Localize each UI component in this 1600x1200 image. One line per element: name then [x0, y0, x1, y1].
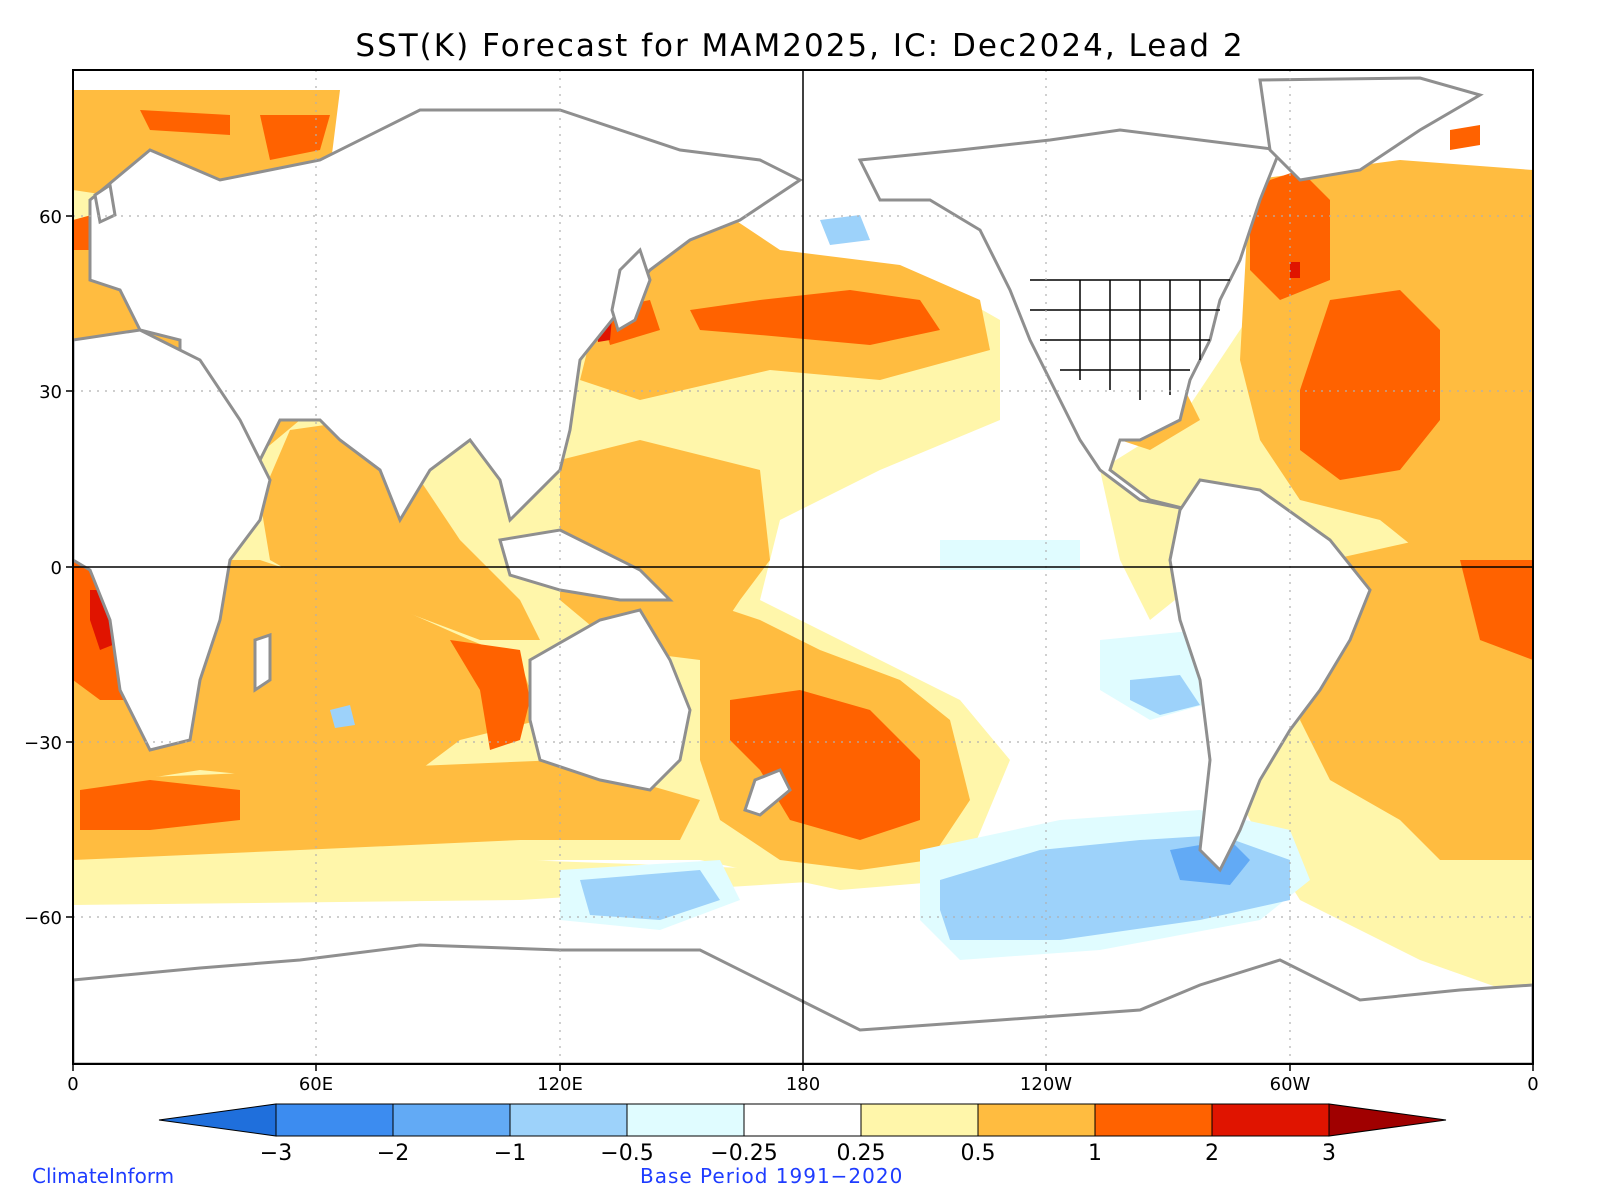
colorbar-label: 0.25 — [837, 1141, 886, 1166]
colorbar-label: −2 — [377, 1141, 409, 1166]
colorbar-label: 3 — [1322, 1141, 1336, 1166]
map-title: SST(K) Forecast for MAM2025, IC: Dec2024… — [355, 28, 1245, 64]
colorbar-swatch — [392, 1103, 511, 1137]
landmass-madagascar — [253, 632, 272, 693]
x-tick-label: 180 — [786, 1074, 820, 1095]
landmass-south-america — [1168, 478, 1372, 873]
colorbar-swatch — [977, 1103, 1096, 1137]
x-tick-label: 120E — [537, 1074, 583, 1095]
x-axis: 0 60E 120E 180 120W 60W 0 — [67, 1064, 1539, 1095]
y-tick-label: 60 — [39, 207, 62, 228]
colorbar-arrow-high — [1328, 1103, 1447, 1137]
colorbar-swatch — [275, 1103, 394, 1137]
colorbar-label: −0.5 — [600, 1141, 653, 1166]
colorbar-swatch — [1094, 1103, 1213, 1137]
credit-label: ClimateInform — [32, 1164, 175, 1188]
y-tick-label: 30 — [39, 382, 62, 403]
colorbar-swatch — [860, 1103, 979, 1137]
y-tick-label: −60 — [24, 908, 62, 929]
colorbar-label: 2 — [1205, 1141, 1219, 1166]
landmass-africa — [73, 328, 272, 752]
x-tick-label: 0 — [67, 1074, 78, 1095]
y-axis: 60 30 0 −30 −60 — [24, 207, 73, 929]
x-tick-label: 60W — [1270, 1074, 1311, 1095]
landmass-north-america — [857, 128, 1283, 512]
colorbar-label: −3 — [260, 1141, 292, 1166]
landmass-japan — [610, 247, 652, 333]
colorbar-label: −1 — [494, 1141, 526, 1166]
y-tick-label: −30 — [24, 733, 62, 754]
us-state-boundaries — [1030, 279, 1230, 400]
colorbar-swatch — [509, 1103, 628, 1137]
landmass-new-zealand — [743, 768, 792, 817]
colorbar: −3 −2 −1 −0.5 −0.25 0.25 0.5 1 2 3 — [158, 1103, 1447, 1166]
landmass-greenland — [1258, 76, 1484, 182]
colorbar-swatch — [1211, 1103, 1330, 1137]
colorbar-arrow-low — [158, 1103, 277, 1137]
x-tick-label: 60E — [299, 1074, 333, 1095]
colorbar-label: 1 — [1088, 1141, 1102, 1166]
base-period-label: Base Period 1991−2020 — [640, 1164, 904, 1188]
landmass-british-isles — [93, 182, 117, 225]
landmass-australia — [528, 608, 692, 792]
colorbar-label: −0.25 — [710, 1141, 777, 1166]
y-tick-label: 0 — [51, 558, 62, 579]
landmass-indonesia — [498, 528, 674, 602]
colorbar-swatch — [743, 1103, 862, 1137]
colorbar-swatch — [626, 1103, 745, 1137]
x-tick-label: 0 — [1527, 1074, 1538, 1095]
x-tick-label: 120W — [1020, 1074, 1072, 1095]
colorbar-label: 0.5 — [961, 1141, 996, 1166]
